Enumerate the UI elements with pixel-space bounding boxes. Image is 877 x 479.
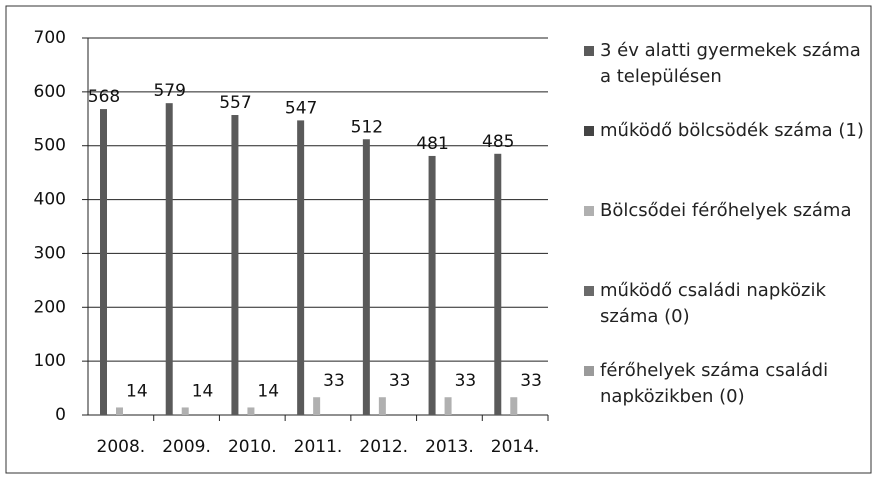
x-tick-label: 2013.: [425, 437, 474, 457]
legend-item: működő családi napközik száma (0): [584, 278, 874, 358]
x-tick-label: 2009.: [162, 437, 211, 457]
y-tick-label: 100: [34, 351, 66, 371]
x-tick-label: 2011.: [294, 437, 343, 457]
data-label: 33: [455, 371, 477, 391]
bar: [247, 407, 255, 415]
y-tick-label: 500: [34, 136, 66, 156]
legend-item: 3 év alatti gyermekek száma a települése…: [584, 38, 874, 118]
bar: [362, 139, 370, 415]
bar: [116, 407, 123, 415]
data-label: 14: [257, 381, 279, 401]
data-label: 568: [88, 87, 120, 107]
y-tick-label: 200: [34, 297, 66, 317]
data-label: 33: [323, 371, 345, 391]
x-tick-label: 2008.: [97, 437, 146, 457]
bar: [502, 414, 510, 415]
bar: [165, 103, 173, 415]
legend-swatch: [584, 206, 594, 216]
data-label: 481: [416, 134, 448, 154]
bar: [510, 397, 518, 415]
bar: [108, 414, 115, 415]
legend-swatch: [584, 286, 594, 296]
bar: [239, 414, 247, 415]
chart-border: [5, 5, 872, 474]
legend-label: 3 év alatti gyermekek száma a települése…: [600, 40, 861, 87]
legend-label: működő bölcsödék száma (1): [600, 120, 864, 141]
x-tick-label: 2010.: [228, 437, 277, 457]
legend-swatch: [584, 126, 594, 136]
bar: [494, 153, 502, 416]
bar: [173, 414, 181, 415]
data-label: 547: [285, 98, 317, 118]
bar: [297, 120, 305, 415]
bar: [436, 414, 444, 415]
legend: 3 év alatti gyermekek száma a települése…: [584, 38, 874, 438]
data-label: 485: [482, 132, 514, 152]
legend-item: férőhelyek száma családi napközikben (0): [584, 358, 874, 438]
legend-item: Bölcsődei férőhelyek száma: [584, 198, 874, 278]
data-label: 33: [520, 371, 542, 391]
legend-swatch: [584, 46, 594, 56]
data-label: 579: [153, 81, 185, 101]
bar: [428, 155, 436, 415]
legend-swatch: [584, 366, 594, 376]
y-tick-label: 0: [55, 405, 66, 425]
y-tick-label: 300: [34, 243, 66, 263]
x-tick-label: 2014.: [491, 437, 540, 457]
legend-label: férőhelyek száma családi napközikben (0): [600, 360, 829, 407]
bar: [231, 115, 239, 415]
bar: [100, 109, 107, 415]
legend-item: működő bölcsödék száma (1): [584, 118, 874, 198]
data-label: 33: [389, 371, 411, 391]
data-label: 557: [219, 93, 251, 113]
y-tick-label: 400: [34, 190, 66, 210]
data-label: 14: [126, 381, 148, 401]
data-label: 14: [192, 381, 214, 401]
bar: [444, 397, 452, 415]
legend-label: működő családi napközik száma (0): [600, 280, 826, 327]
bar: [313, 397, 321, 415]
bar: [378, 397, 386, 415]
legend-label: Bölcsődei férőhelyek száma: [600, 200, 852, 221]
bar: [305, 414, 313, 415]
x-tick-label: 2012.: [359, 437, 408, 457]
y-tick-label: 600: [34, 82, 66, 102]
bar: [370, 414, 378, 415]
bar: [181, 407, 189, 415]
y-tick-label: 700: [34, 28, 66, 48]
data-label: 512: [351, 117, 383, 137]
